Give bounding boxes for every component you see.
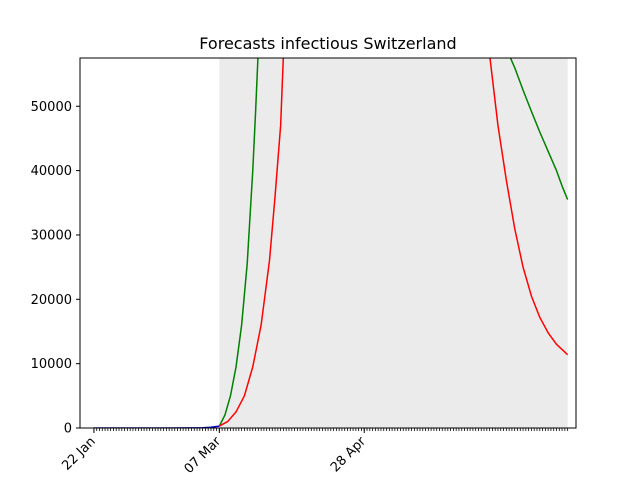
y-tick-label: 10000 <box>31 357 72 372</box>
series-line-3 <box>218 58 569 427</box>
plot-frame <box>79 57 577 429</box>
y-tick-label: 50000 <box>31 100 72 115</box>
forecast-band <box>219 58 568 428</box>
y-tick-label: 30000 <box>31 228 72 243</box>
y-axis: 0 10000 20000 30000 40000 50000 <box>31 100 80 437</box>
y-tick-label: 0 <box>64 422 72 437</box>
forecast-band-layer <box>219 58 568 428</box>
series-line-2 <box>218 58 569 427</box>
x-tick-label: 28 Apr <box>328 434 370 476</box>
chart-title: Forecasts infectious Switzerland <box>199 34 456 53</box>
x-tick-label: 22 Jan <box>59 434 98 473</box>
y-tick-label: 40000 <box>31 164 72 179</box>
y-tick-label: 20000 <box>31 293 72 308</box>
x-axis: 22 Jan 07 Mar 28 Apr <box>59 428 569 477</box>
x-tick-label: 07 Mar <box>182 434 225 477</box>
